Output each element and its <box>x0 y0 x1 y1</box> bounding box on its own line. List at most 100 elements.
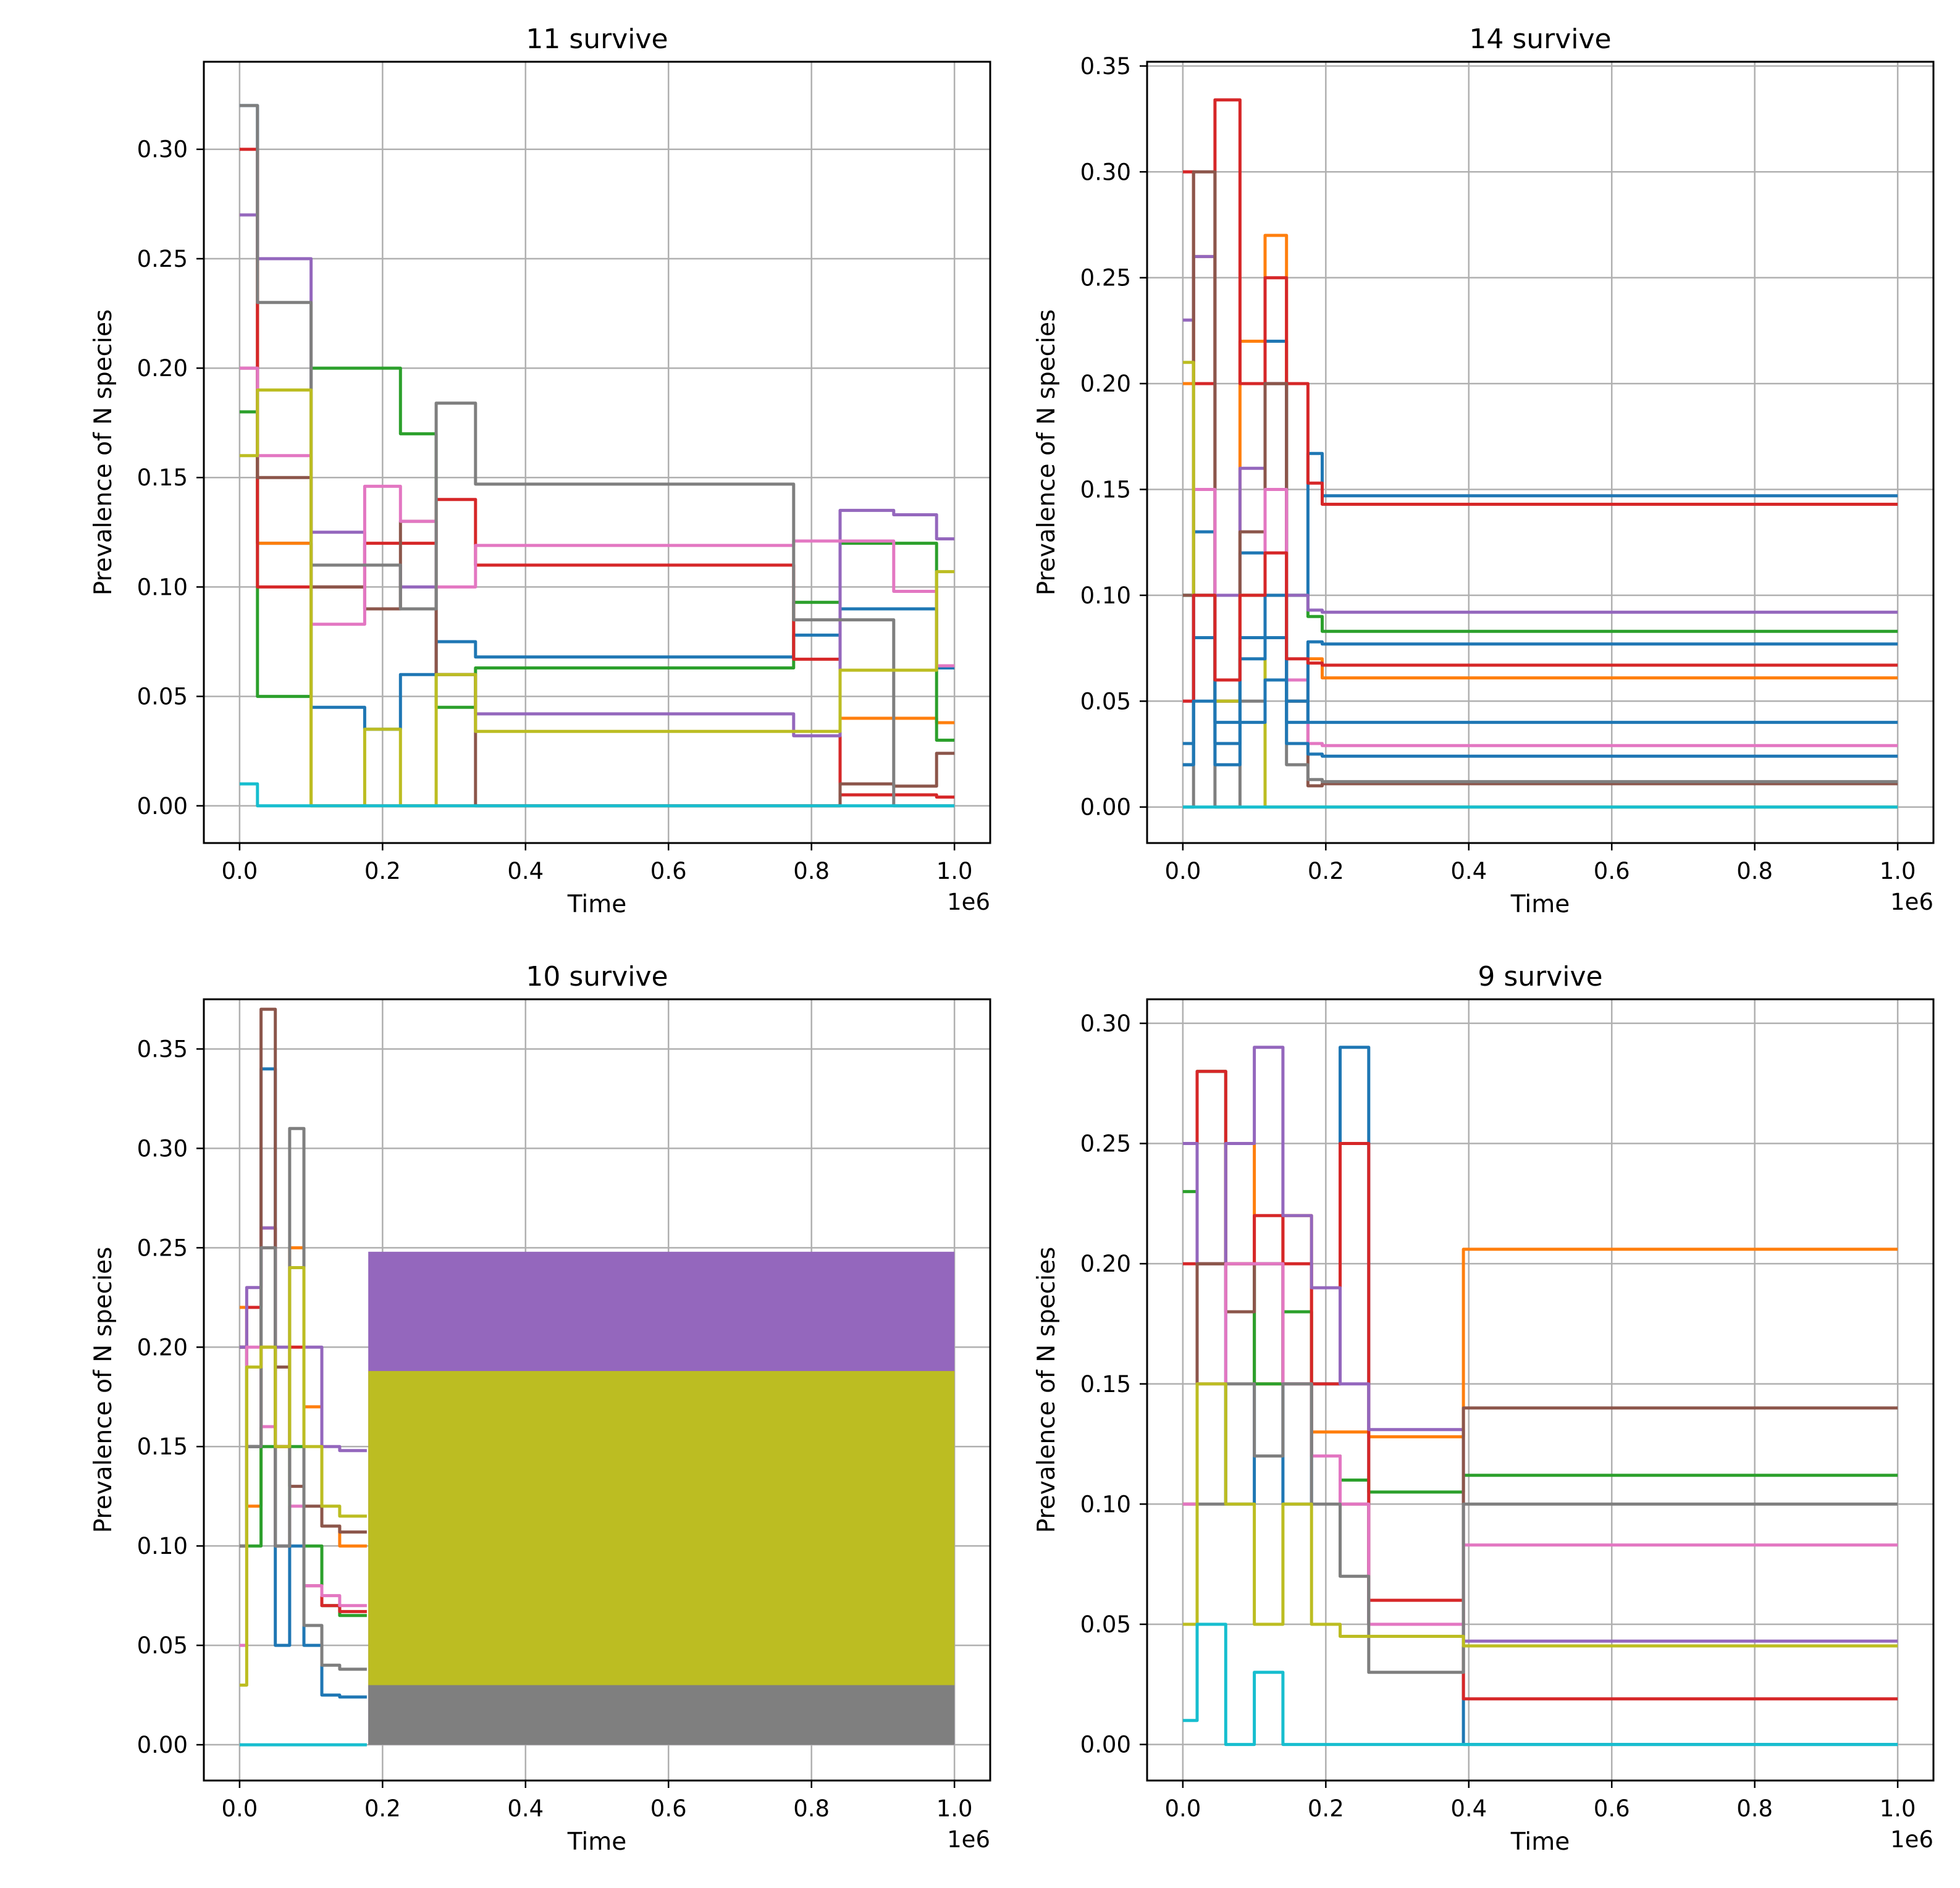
series-line <box>1182 1046 1898 1643</box>
y-tick-label: 0.10 <box>137 1533 188 1559</box>
y-axis-label: Prevalence of N species <box>1033 309 1061 596</box>
subplot-4: 0.0 0.2 0.4 0.6 0.8 1.0 0.00 0.05 0.10 0.15 0.20 0.… <box>1033 961 1935 1856</box>
y-tick-label: 0.35 <box>1080 53 1131 80</box>
x-tick-label: 1.0 <box>1880 1795 1916 1822</box>
y-tick-label: 0.20 <box>137 1334 188 1361</box>
x-tick-label: 0.0 <box>221 1795 258 1822</box>
subplot-2: 0.0 0.2 0.4 0.6 0.8 1.0 0.00 0.05 0.10 0.15 0.20 0.… <box>1033 23 1935 918</box>
x-tick-label: 0.0 <box>1164 1795 1201 1822</box>
x-tick-label: 0.8 <box>793 858 830 884</box>
subplot-title: 14 survive <box>1469 23 1611 55</box>
series-line <box>1182 678 1898 766</box>
subplot-title: 11 survive <box>526 23 668 55</box>
y-tick-label: 0.20 <box>1080 1251 1131 1277</box>
axes-frame <box>203 998 991 1782</box>
y-tick-label: 0.35 <box>137 1036 188 1062</box>
series-line <box>239 104 955 731</box>
y-tick-label: 0.00 <box>1080 1732 1131 1758</box>
x-tick-label: 0.8 <box>1736 1795 1773 1822</box>
series-line <box>239 1127 367 1671</box>
series-line <box>239 104 955 808</box>
subplot-1: 0.0 0.2 0.4 0.6 0.8 1.0 0.00 0.05 0.10 0.15 0.20 0.… <box>90 23 991 918</box>
y-axis-label: Prevalence of N species <box>90 309 117 596</box>
x-tick-label: 0.0 <box>1164 858 1201 884</box>
y-tick-label: 0.00 <box>137 793 188 820</box>
subplot-title: 10 survive <box>526 961 668 992</box>
series-line <box>1182 98 1898 506</box>
series-line <box>239 782 955 808</box>
x-tick-label: 0.2 <box>1308 1795 1344 1822</box>
series-line <box>239 366 955 668</box>
subplot-title: 9 survive <box>1478 961 1602 992</box>
x-axis-label: Time <box>1510 891 1570 918</box>
y-tick-label: 0.30 <box>137 136 188 163</box>
y-tick-label: 0.00 <box>1080 794 1131 821</box>
gridlines <box>1147 999 1933 1781</box>
x-tick-label: 0.8 <box>793 1795 830 1822</box>
y-tick-label: 0.10 <box>1080 582 1131 609</box>
series-line <box>1182 1262 1898 1626</box>
x-tick-label: 0.6 <box>650 858 687 884</box>
y-tick-label: 0.30 <box>1080 159 1131 185</box>
y-tick-label: 0.05 <box>137 684 188 710</box>
axes-frame <box>1146 998 1935 1782</box>
y-tick-label: 0.25 <box>137 246 188 272</box>
series-line <box>1182 340 1898 703</box>
axes-frame <box>1146 61 1935 844</box>
y-tick-label: 0.15 <box>1080 1371 1131 1398</box>
x-tick-label: 0.2 <box>364 858 401 884</box>
x-offset-label: 1e6 <box>947 889 990 915</box>
x-tick-label: 0.0 <box>221 858 258 884</box>
x-tick-label: 1.0 <box>1880 858 1916 884</box>
y-tick-label: 0.25 <box>1080 1131 1131 1157</box>
x-tick-label: 0.4 <box>1450 858 1487 884</box>
series-line <box>1182 488 1898 747</box>
x-tick-label: 0.8 <box>1736 858 1773 884</box>
x-tick-label: 0.2 <box>1308 858 1344 884</box>
y-tick-label: 0.15 <box>1080 476 1131 503</box>
x-tick-label: 0.4 <box>507 1795 544 1822</box>
y-tick-label: 0.05 <box>1080 688 1131 715</box>
x-offset-label: 1e6 <box>947 1826 990 1853</box>
x-axis-label: Time <box>1510 1828 1570 1856</box>
y-tick-label: 0.15 <box>137 464 188 491</box>
y-tick-label: 0.25 <box>137 1235 188 1261</box>
x-axis-label: Time <box>567 891 626 918</box>
series-line <box>1182 170 1898 787</box>
series-line <box>239 366 955 808</box>
y-tick-label: 0.10 <box>137 574 188 600</box>
y-tick-label: 0.05 <box>1080 1611 1131 1638</box>
y-axis-label: Prevalence of N species <box>1033 1247 1061 1533</box>
series-line <box>1182 1622 1898 1747</box>
x-axis-label: Time <box>567 1828 626 1856</box>
y-tick-label: 0.30 <box>1080 1010 1131 1037</box>
y-tick-label: 0.20 <box>137 355 188 382</box>
oscillation-band <box>368 1685 955 1745</box>
x-tick-label: 0.6 <box>650 1795 687 1822</box>
x-tick-label: 0.2 <box>364 1795 401 1822</box>
series-line <box>239 1266 367 1687</box>
series-line <box>1182 636 1898 766</box>
series-line <box>1182 551 1898 703</box>
y-tick-label: 0.25 <box>1080 265 1131 292</box>
axes-frame <box>203 61 991 844</box>
x-tick-label: 0.4 <box>1450 1795 1487 1822</box>
x-tick-label: 0.6 <box>1594 1795 1630 1822</box>
x-tick-label: 1.0 <box>936 1795 973 1822</box>
y-tick-label: 0.30 <box>137 1135 188 1162</box>
y-tick-label: 0.00 <box>137 1732 188 1758</box>
oscillation-band <box>368 1370 955 1685</box>
x-tick-label: 1.0 <box>936 858 973 884</box>
series-line <box>1182 1382 1898 1648</box>
y-tick-label: 0.10 <box>1080 1491 1131 1517</box>
series-line <box>239 366 955 742</box>
y-tick-label: 0.05 <box>137 1632 188 1659</box>
y-tick-label: 0.15 <box>137 1433 188 1460</box>
y-axis-label: Prevalence of N species <box>90 1247 117 1533</box>
y-tick-label: 0.20 <box>1080 371 1131 397</box>
subplot-3: 0.0 0.2 0.4 0.6 0.8 1.0 0.00 0.05 0.10 0.15 0.20 0.… <box>90 961 991 1856</box>
x-tick-label: 0.4 <box>507 858 544 884</box>
x-offset-label: 1e6 <box>1890 1826 1933 1853</box>
x-tick-label: 0.6 <box>1594 858 1630 884</box>
